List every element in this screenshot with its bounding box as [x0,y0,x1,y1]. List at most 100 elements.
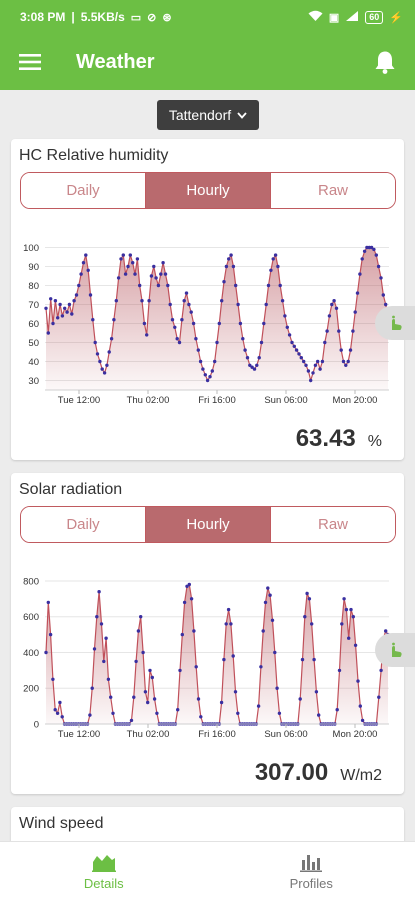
data-point [256,704,261,708]
data-point [44,306,48,310]
data-point [205,378,210,383]
data-point [152,264,156,269]
data-point [346,359,350,364]
data-point [135,257,140,261]
data-point [51,321,55,326]
data-point [210,369,214,373]
data-point [243,348,247,352]
data-point [90,686,94,690]
status-bar: 3:08 PM | 5.5KB/s ▭ ⊘ ⊛ ▣ 60 ⚡ [0,0,415,34]
data-point [241,337,245,341]
menu-button[interactable] [0,34,60,90]
data-point [196,348,200,352]
tab-hourly[interactable]: Hourly [146,507,271,542]
status-time: 3:08 PM [20,10,66,24]
humidity-chart[interactable]: 30 40 50 60 70 80 90 100 Tue 12:00 Thu 02:00 Fri 1… [11,224,404,420]
data-point [252,367,257,371]
wifi-icon [308,10,323,25]
data-point [340,622,344,626]
data-point [268,593,272,597]
data-point [224,622,228,626]
data-point [65,310,69,314]
nav-profiles[interactable]: Profiles [208,842,415,900]
data-point [276,264,280,269]
data-point [112,318,116,322]
tab-raw[interactable]: Raw [271,173,395,208]
nav-details[interactable]: Details [0,842,208,900]
data-point [360,257,364,261]
data-point [337,329,341,333]
data-point [292,344,296,348]
data-point [217,321,221,326]
data-point [119,257,123,261]
data-point [273,650,277,655]
data-point [351,329,355,333]
solar-chart[interactable]: 0 200 400 600 800 Tue 12:00 Thu 02:00 Fri 16:00… [11,558,404,754]
page-title: Weather [76,50,155,73]
data-point [349,607,353,612]
data-point [86,268,90,272]
data-point [377,695,381,699]
location-selector[interactable]: Tattendorf [157,100,259,130]
data-point [139,615,143,619]
data-point [91,318,95,322]
nav-details-label: Details [83,875,124,891]
solar-unit: W/m2 [340,767,382,784]
tab-daily[interactable]: Daily [21,507,146,542]
data-point [133,272,137,276]
y-tick-label: 90 [28,262,39,273]
chart-touch-handle[interactable] [375,306,415,340]
data-point [56,316,60,320]
data-point [298,697,302,701]
data-point [201,367,205,371]
data-point [53,299,58,303]
data-point [250,365,254,369]
data-point [70,312,74,316]
data-point [189,597,194,601]
data-point [63,306,67,310]
solar-card: Solar radiation Daily Hourly Raw 0 200 400… [11,473,415,794]
data-point [67,302,72,307]
data-point [271,257,275,261]
data-point [99,622,104,626]
data-point [270,618,275,622]
humidity-card: HC Relative humidity Daily Hourly Raw 30… [11,139,415,460]
notifications-button[interactable] [355,34,415,90]
tab-raw[interactable]: Raw [271,507,395,542]
data-point [161,261,165,265]
data-point [353,643,358,647]
x-tick-label: Mon 20:00 [333,395,378,406]
data-point [77,283,81,288]
data-point [58,302,62,307]
data-point [355,291,360,295]
tab-hourly[interactable]: Hourly [146,173,271,208]
data-point [379,276,383,280]
data-point [131,261,135,265]
chart-touch-handle[interactable] [375,633,415,667]
data-point [58,700,62,705]
data-point [302,359,306,364]
tab-daily[interactable]: Daily [21,173,146,208]
data-point [303,615,307,619]
area-chart-icon [91,854,116,872]
data-point [88,293,93,297]
data-point [365,245,369,250]
data-point [259,665,263,669]
data-point [351,615,355,619]
data-point [145,333,149,337]
data-point [140,299,144,303]
sync-icon: ⊘ [147,11,157,24]
charging-icon: ⚡ [389,11,403,24]
data-point [311,371,315,375]
data-point [136,629,141,633]
data-point [51,677,55,681]
data-point [191,321,196,326]
data-point [236,711,240,715]
chevron-down-icon [237,111,247,119]
data-point [229,253,233,257]
data-point [182,299,186,303]
data-point [358,272,362,276]
data-point [192,629,196,633]
data-point [44,650,48,655]
screen-icon: ▭ [130,11,142,24]
